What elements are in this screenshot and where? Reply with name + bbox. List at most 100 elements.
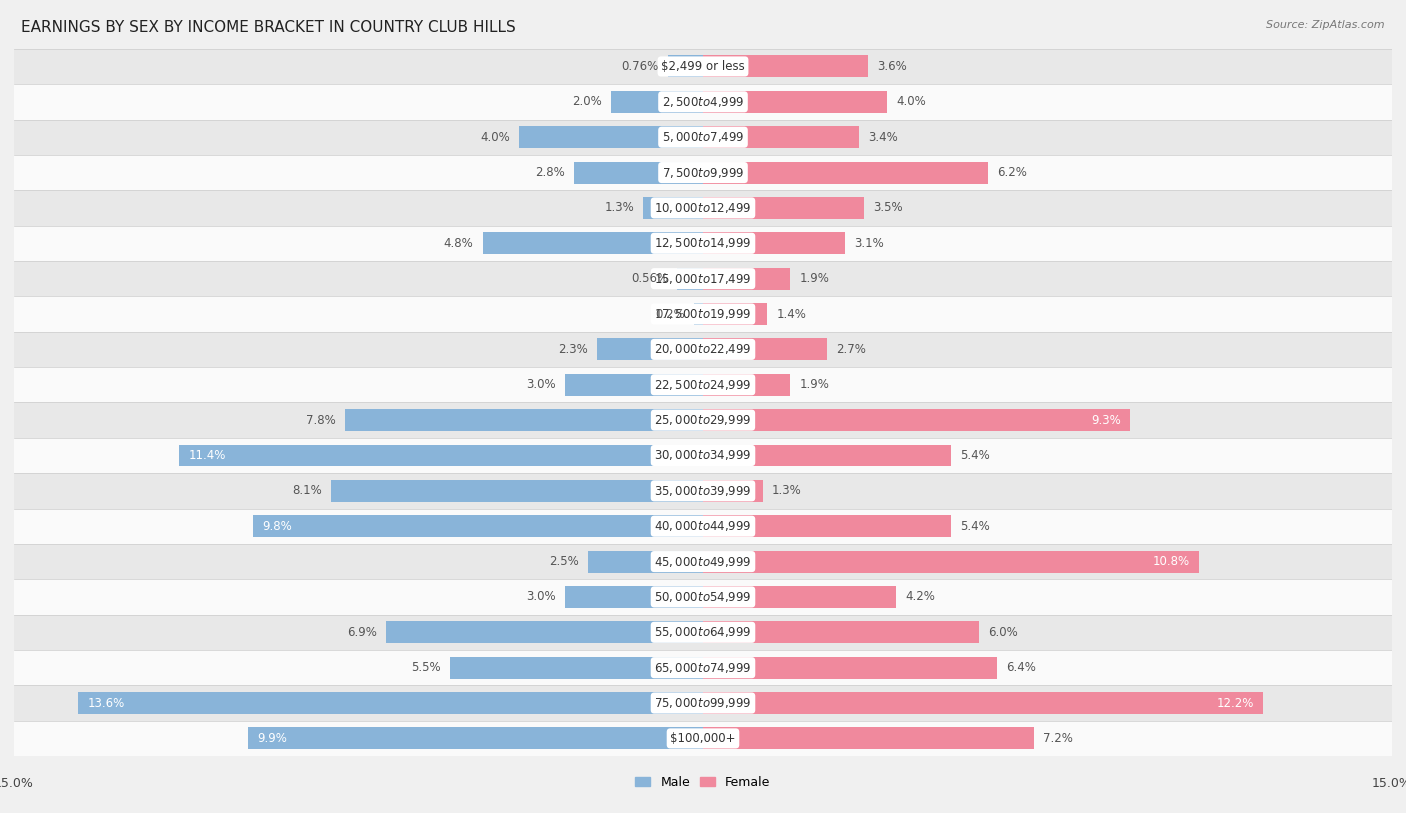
Text: $35,000 to $39,999: $35,000 to $39,999	[654, 484, 752, 498]
Bar	[14, 685, 1392, 720]
Bar	[565, 586, 703, 608]
Text: 5.4%: 5.4%	[960, 449, 990, 462]
Text: $22,500 to $24,999: $22,500 to $24,999	[654, 378, 752, 392]
Text: 2.7%: 2.7%	[837, 343, 866, 356]
Bar	[14, 154, 1392, 190]
Bar	[14, 473, 1392, 509]
Bar	[703, 55, 869, 77]
Bar	[450, 657, 703, 679]
Bar	[565, 374, 703, 396]
Bar	[703, 162, 988, 184]
Text: 6.0%: 6.0%	[988, 626, 1018, 639]
Text: 0.76%: 0.76%	[621, 60, 659, 73]
Text: 1.3%: 1.3%	[605, 202, 634, 215]
Text: 13.6%: 13.6%	[87, 697, 125, 710]
Text: $45,000 to $49,999: $45,000 to $49,999	[654, 554, 752, 568]
Bar	[703, 692, 1264, 714]
Text: 8.1%: 8.1%	[292, 485, 322, 498]
Text: 7.2%: 7.2%	[1043, 732, 1073, 745]
Text: 3.0%: 3.0%	[526, 378, 555, 391]
Bar	[668, 55, 703, 77]
Bar	[387, 621, 703, 643]
Bar	[703, 586, 896, 608]
Text: $30,000 to $34,999: $30,000 to $34,999	[654, 449, 752, 463]
Bar	[253, 515, 703, 537]
Text: 1.9%: 1.9%	[800, 272, 830, 285]
Bar	[14, 402, 1392, 437]
Bar	[180, 445, 703, 467]
Bar	[14, 225, 1392, 261]
Text: 3.4%: 3.4%	[869, 131, 898, 144]
Bar	[644, 197, 703, 219]
Text: 4.2%: 4.2%	[905, 590, 935, 603]
Text: $40,000 to $44,999: $40,000 to $44,999	[654, 520, 752, 533]
Bar	[703, 197, 863, 219]
Bar	[14, 437, 1392, 473]
Bar	[703, 409, 1130, 431]
Text: 0.56%: 0.56%	[631, 272, 668, 285]
Bar	[482, 233, 703, 254]
Bar	[703, 550, 1199, 572]
Text: $2,500 to $4,999: $2,500 to $4,999	[662, 95, 744, 109]
Bar	[703, 338, 827, 360]
Bar	[330, 480, 703, 502]
Bar	[14, 650, 1392, 685]
Legend: Male, Female: Male, Female	[636, 776, 770, 789]
Text: 5.5%: 5.5%	[412, 661, 441, 674]
Text: 9.3%: 9.3%	[1091, 414, 1121, 427]
Text: 2.5%: 2.5%	[550, 555, 579, 568]
Text: 4.0%: 4.0%	[481, 131, 510, 144]
Text: $15,000 to $17,499: $15,000 to $17,499	[654, 272, 752, 285]
Text: 6.2%: 6.2%	[997, 166, 1026, 179]
Bar	[14, 49, 1392, 85]
Text: $50,000 to $54,999: $50,000 to $54,999	[654, 590, 752, 604]
Bar	[703, 233, 845, 254]
Text: 1.3%: 1.3%	[772, 485, 801, 498]
Text: 2.0%: 2.0%	[572, 95, 602, 108]
Text: 7.8%: 7.8%	[307, 414, 336, 427]
Bar	[14, 332, 1392, 367]
Text: 12.2%: 12.2%	[1216, 697, 1254, 710]
Text: 6.9%: 6.9%	[347, 626, 377, 639]
Text: $20,000 to $22,499: $20,000 to $22,499	[654, 342, 752, 356]
Bar	[14, 261, 1392, 297]
Bar	[14, 544, 1392, 579]
Text: 15.0%: 15.0%	[0, 777, 34, 790]
Bar	[693, 303, 703, 325]
Text: $12,500 to $14,999: $12,500 to $14,999	[654, 237, 752, 250]
Bar	[703, 728, 1033, 750]
Text: 11.4%: 11.4%	[188, 449, 226, 462]
Bar	[14, 509, 1392, 544]
Bar	[519, 126, 703, 148]
Text: 9.8%: 9.8%	[262, 520, 292, 533]
Bar	[703, 374, 790, 396]
Text: $7,500 to $9,999: $7,500 to $9,999	[662, 166, 744, 180]
Bar	[14, 615, 1392, 650]
Text: 3.5%: 3.5%	[873, 202, 903, 215]
Text: $2,499 or less: $2,499 or less	[661, 60, 745, 73]
Bar	[703, 303, 768, 325]
Text: 1.9%: 1.9%	[800, 378, 830, 391]
Text: $25,000 to $29,999: $25,000 to $29,999	[654, 413, 752, 427]
Text: $75,000 to $99,999: $75,000 to $99,999	[654, 696, 752, 710]
Bar	[703, 267, 790, 289]
Text: $17,500 to $19,999: $17,500 to $19,999	[654, 307, 752, 321]
Text: 9.9%: 9.9%	[257, 732, 287, 745]
Text: $65,000 to $74,999: $65,000 to $74,999	[654, 661, 752, 675]
Bar	[14, 190, 1392, 226]
Bar	[703, 515, 950, 537]
Text: 0.2%: 0.2%	[655, 307, 685, 320]
Text: $5,000 to $7,499: $5,000 to $7,499	[662, 130, 744, 144]
Bar	[588, 550, 703, 572]
Text: EARNINGS BY SEX BY INCOME BRACKET IN COUNTRY CLUB HILLS: EARNINGS BY SEX BY INCOME BRACKET IN COU…	[21, 20, 516, 35]
Bar	[612, 91, 703, 113]
Bar	[14, 579, 1392, 615]
Bar	[703, 91, 887, 113]
Bar	[14, 367, 1392, 402]
Bar	[575, 162, 703, 184]
Text: 1.4%: 1.4%	[776, 307, 807, 320]
Bar	[14, 296, 1392, 332]
Bar	[14, 84, 1392, 120]
Text: $10,000 to $12,499: $10,000 to $12,499	[654, 201, 752, 215]
Bar	[703, 657, 997, 679]
